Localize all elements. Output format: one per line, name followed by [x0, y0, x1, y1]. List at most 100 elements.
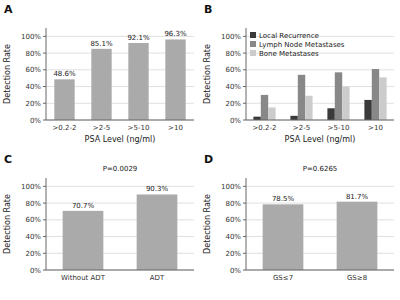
- y-tick-label: 80%: [225, 200, 241, 208]
- y-tick-label: 100%: [221, 33, 241, 41]
- bar: [342, 87, 349, 120]
- grid-line: [46, 186, 194, 187]
- y-tick-label: 0%: [30, 117, 41, 125]
- bar: [268, 107, 275, 120]
- bar: [263, 204, 304, 270]
- bar: [379, 77, 386, 120]
- panel: 0%20%40%60%80%100%>0.2-2>2-5>5-10>10PSA …: [203, 3, 394, 144]
- bar: [54, 79, 74, 120]
- panel-label: C: [4, 153, 12, 166]
- x-tick-label: >0.2-2: [253, 124, 277, 132]
- bar: [128, 43, 148, 120]
- legend-swatch: [250, 32, 256, 38]
- data-label: 90.3%: [146, 185, 169, 193]
- bar: [305, 96, 312, 120]
- panel-label: A: [4, 3, 13, 16]
- bar: [63, 211, 104, 270]
- y-tick-label: 100%: [21, 183, 41, 191]
- annotation: P=0.6265: [303, 165, 338, 173]
- y-tick-label: 80%: [25, 50, 41, 58]
- x-axis: [46, 120, 194, 121]
- annotation: P=0.0029: [103, 165, 138, 173]
- bar: [327, 108, 334, 120]
- y-tick-label: 20%: [25, 250, 41, 258]
- x-tick-label: >0.2-2: [53, 124, 77, 132]
- y-axis-label: Detection Rate: [3, 44, 12, 104]
- data-label: 48.6%: [53, 70, 76, 78]
- x-axis-label: PSA Level (ng/ml): [285, 135, 356, 144]
- panel: 0%20%40%60%80%100%48.6%85.1%92.1%96.3%>0…: [3, 3, 194, 144]
- legend-swatch: [250, 50, 256, 56]
- x-tick-label: >10: [368, 124, 383, 132]
- data-label: 70.7%: [72, 202, 95, 210]
- x-tick-label: ADT: [150, 274, 165, 282]
- y-axis-label: Detection Rate: [203, 194, 212, 254]
- x-tick-label: GS≥8: [347, 274, 367, 282]
- bar: [261, 95, 268, 120]
- data-label: 92.1%: [127, 34, 150, 42]
- x-tick-label: >10: [168, 124, 183, 132]
- panel-label: D: [204, 153, 213, 166]
- y-axis: [246, 178, 247, 270]
- bar: [290, 116, 297, 120]
- marks: [263, 202, 378, 270]
- labels: 70.7% 90.3%: [72, 185, 169, 209]
- legend-entry: Lymph Node Metastases: [259, 41, 345, 49]
- legend-entry: Bone Metastases: [259, 50, 319, 58]
- y-tick-label: 40%: [225, 233, 241, 241]
- labels: 78.5% 81.7%: [272, 193, 369, 204]
- bar: [165, 39, 185, 120]
- panel-label: B: [204, 3, 212, 16]
- y-tick-label: 40%: [25, 233, 41, 241]
- x-tick-label: Without ADT: [61, 274, 106, 282]
- x-tick-label: >2-5: [293, 124, 310, 132]
- data-label: 96.3%: [164, 30, 187, 38]
- grid-line: [246, 270, 394, 271]
- panel: 0%20%40%60%80%100%70.7%90.3%Without ADTA…: [3, 153, 194, 282]
- bar: [253, 117, 260, 120]
- x-axis-label: PSA Level (ng/ml): [85, 135, 156, 144]
- marks: [54, 39, 185, 120]
- data-label: 78.5%: [272, 195, 295, 203]
- bar: [364, 100, 371, 120]
- y-axis-label: Detection Rate: [203, 44, 212, 104]
- x-axis: [46, 270, 194, 271]
- y-tick-label: 60%: [225, 216, 241, 224]
- x-axis: [246, 120, 394, 121]
- bar: [91, 49, 111, 120]
- y-tick-label: 60%: [25, 66, 41, 74]
- y-tick-label: 100%: [221, 183, 241, 191]
- panel: 0%20%40%60%80%100%78.5%81.7%GS≤7GS≥8Dete…: [203, 153, 394, 282]
- grid-line: [46, 120, 194, 121]
- x-axis: [246, 270, 394, 271]
- y-tick-label: 80%: [225, 50, 241, 58]
- data-label: 81.7%: [346, 193, 369, 201]
- labels: 48.6%85.1%92.1%96.3%: [53, 30, 187, 78]
- y-tick-label: 0%: [230, 117, 241, 125]
- x-tick-label: >2-5: [93, 124, 110, 132]
- background: [0, 0, 400, 300]
- y-tick-label: 60%: [225, 66, 241, 74]
- x-tick-label: GS≤7: [273, 274, 293, 282]
- figure: 0%20%40%60%80%100%48.6%85.1%92.1%96.3%>0…: [0, 0, 400, 300]
- bar: [337, 202, 378, 270]
- y-tick-label: 40%: [25, 83, 41, 91]
- y-tick-label: 100%: [21, 33, 41, 41]
- marks: [63, 194, 178, 270]
- y-tick-label: 0%: [230, 267, 241, 275]
- y-axis: [46, 178, 47, 270]
- legend-entry: Local Recurrence: [259, 32, 319, 40]
- y-axis-label: Detection Rate: [3, 194, 12, 254]
- bar: [335, 72, 342, 120]
- bar: [298, 75, 305, 120]
- x-tick-label: >5-10: [328, 124, 350, 132]
- y-tick-label: 80%: [25, 200, 41, 208]
- grid-line: [46, 270, 194, 271]
- y-axis: [46, 28, 47, 120]
- bar: [372, 69, 379, 120]
- grid-line: [246, 120, 394, 121]
- marks: [253, 69, 386, 120]
- legend: Local RecurrenceLymph Node MetastasesBon…: [250, 32, 345, 58]
- y-tick-label: 20%: [25, 100, 41, 108]
- x-tick-label: >5-10: [128, 124, 150, 132]
